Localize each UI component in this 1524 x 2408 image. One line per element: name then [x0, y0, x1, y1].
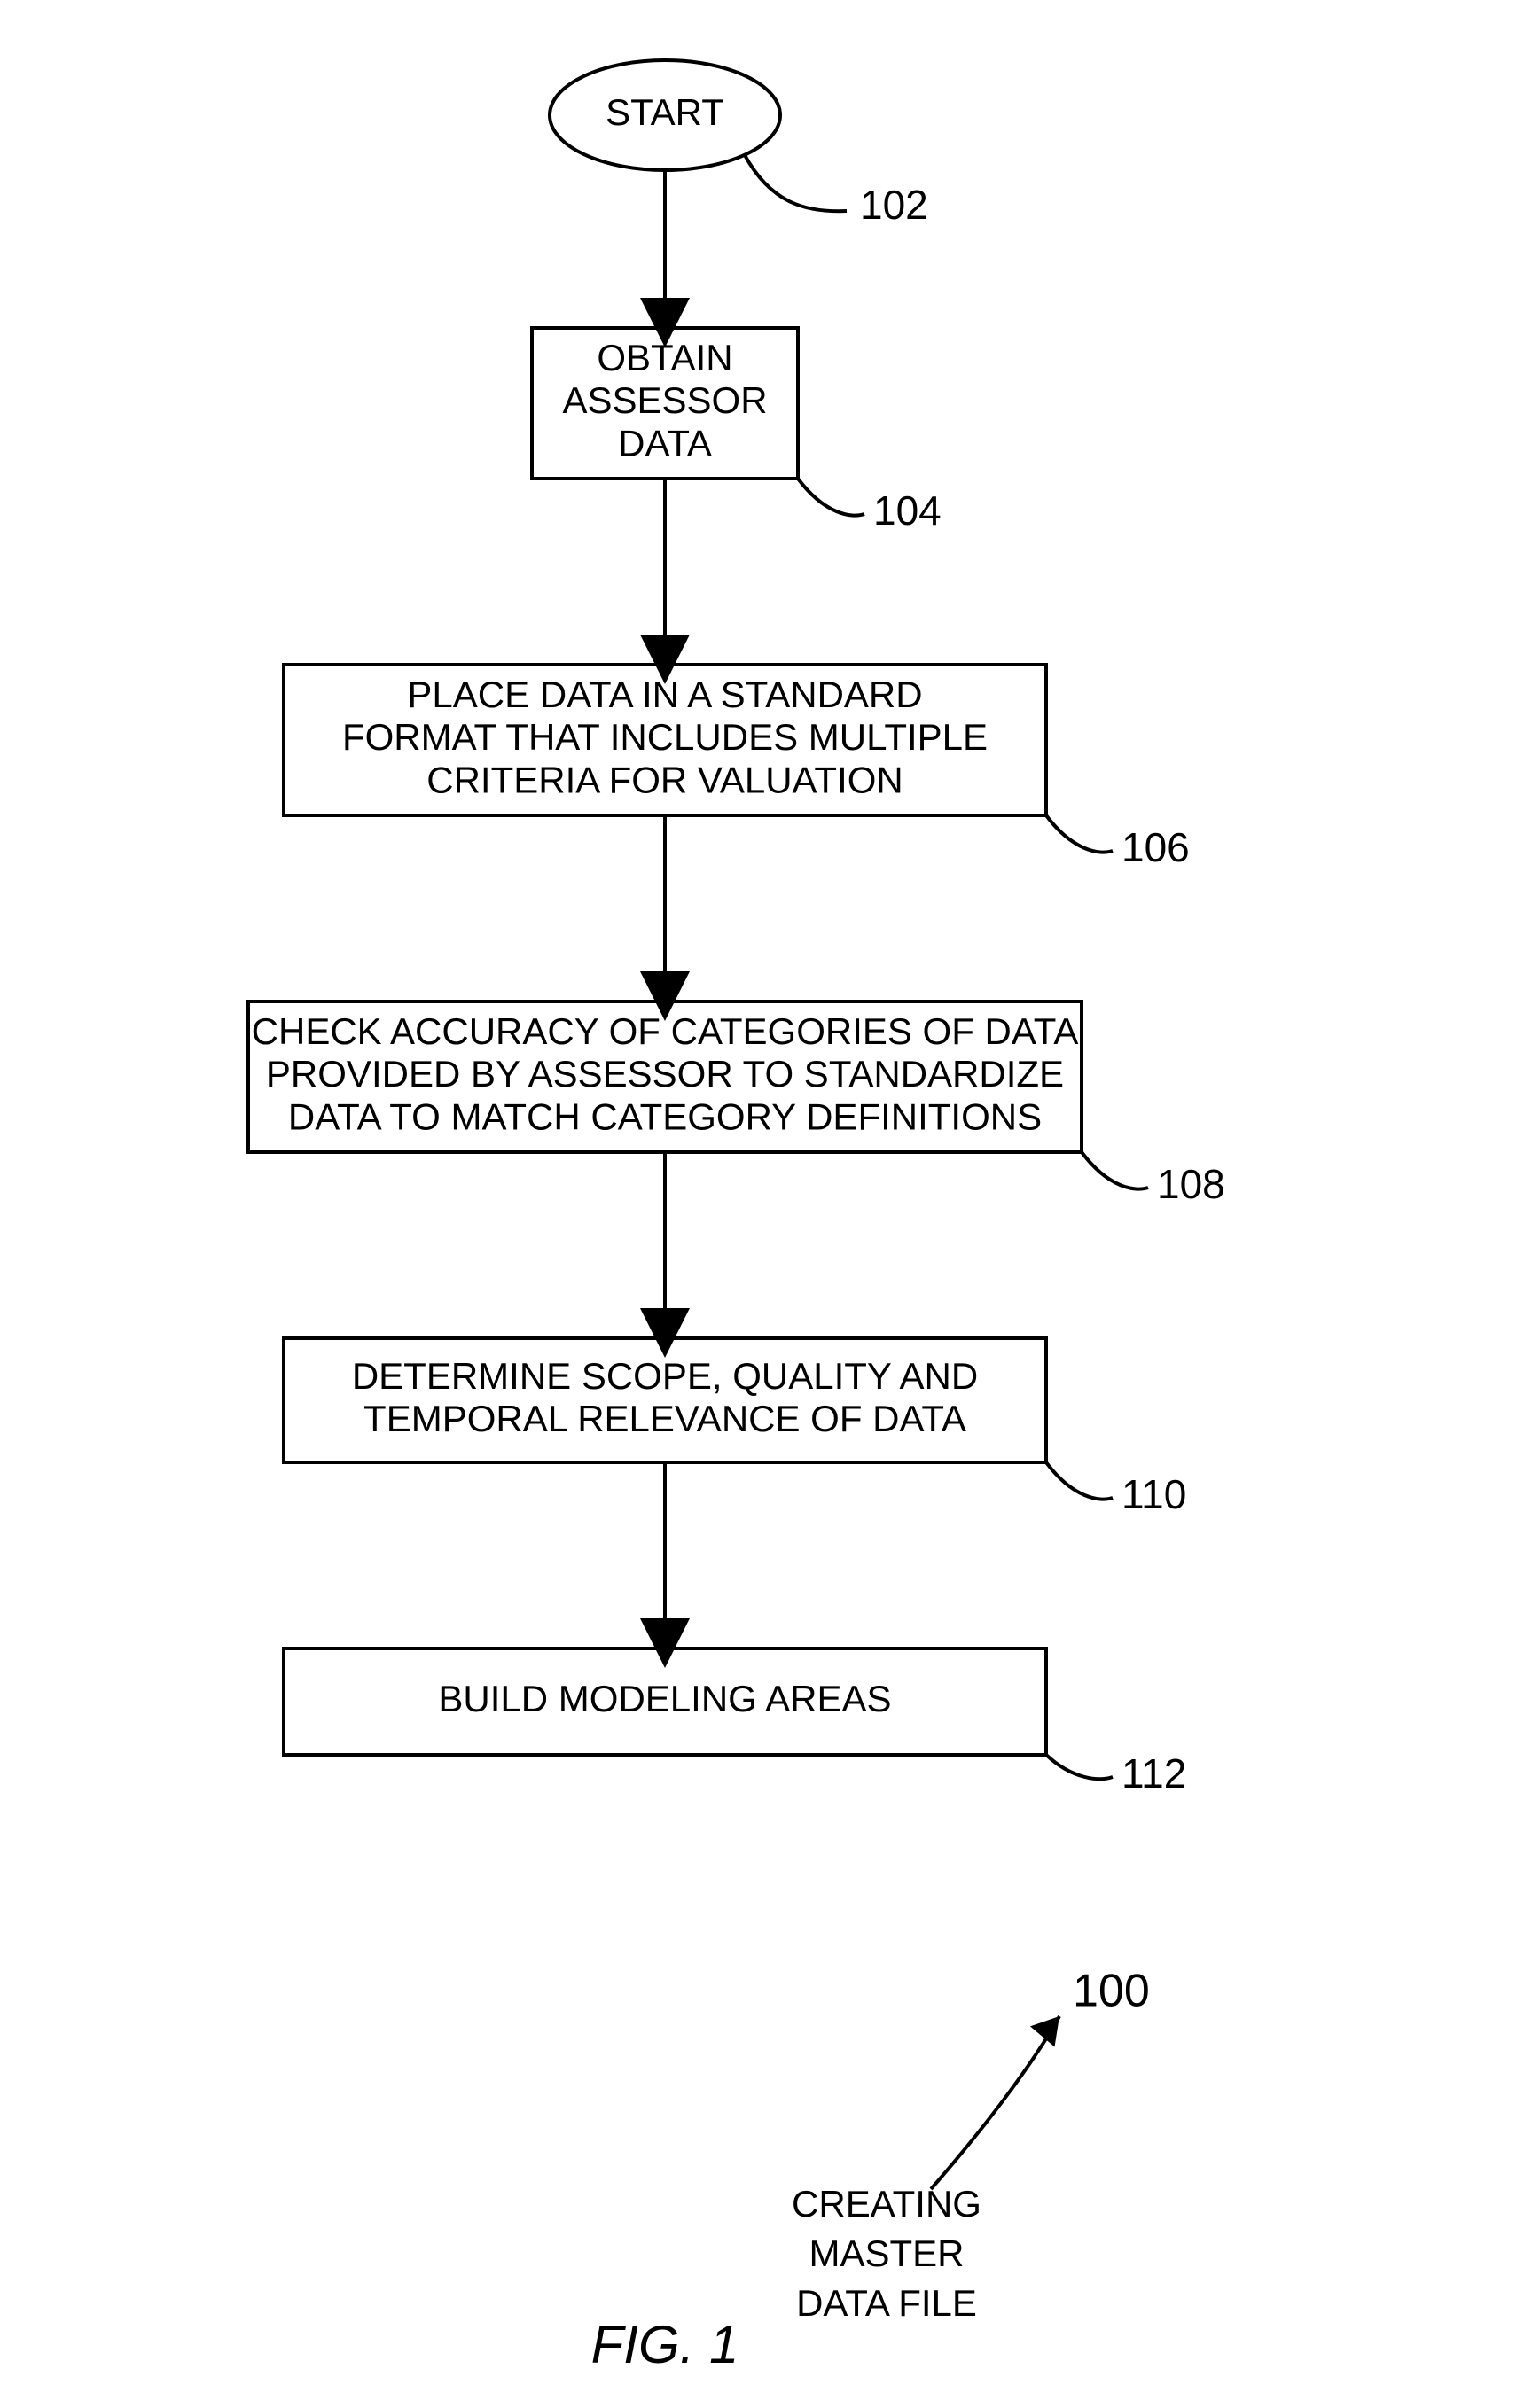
big-caption: DATA FILE — [796, 2282, 977, 2324]
node-start: START — [550, 60, 780, 170]
leader-108 — [1082, 1152, 1148, 1189]
node-start-text: START — [606, 91, 724, 133]
node-n108: CHECK ACCURACY OF CATEGORIES OF DATAPROV… — [248, 1001, 1082, 1152]
ref-label-106: 106 — [1122, 824, 1190, 870]
ref-label-112: 112 — [1122, 1750, 1186, 1796]
ref-label-110: 110 — [1122, 1471, 1186, 1517]
node-n104-text: OBTAIN — [597, 337, 732, 378]
big-leader-path — [931, 2016, 1059, 2189]
node-n110-text: DETERMINE SCOPE, QUALITY AND — [352, 1355, 978, 1397]
figure-label: FIG. 1 — [591, 2315, 739, 2374]
flowchart: START OBTAINASSESSORDATA PLACE DATA IN A S… — [0, 0, 1524, 2408]
node-n108-text: DATA TO MATCH CATEGORY DEFINITIONS — [288, 1095, 1042, 1137]
node-n104-text: DATA — [618, 422, 712, 464]
node-n110: DETERMINE SCOPE, QUALITY ANDTEMPORAL REL… — [284, 1338, 1046, 1462]
leader-110 — [1046, 1462, 1113, 1500]
node-n104-text: ASSESSOR — [562, 379, 767, 421]
leader-106 — [1046, 815, 1113, 853]
node-n104: OBTAINASSESSORDATA — [532, 328, 798, 479]
node-n112-text: BUILD MODELING AREAS — [438, 1678, 891, 1719]
leader-112 — [1046, 1755, 1113, 1779]
node-n112: BUILD MODELING AREAS — [284, 1648, 1046, 1755]
node-n106-text: FORMAT THAT INCLUDES MULTIPLE — [342, 716, 988, 758]
big-caption: CREATING — [792, 2183, 981, 2225]
ref-label-100: 100 — [1073, 1966, 1150, 2017]
node-n108-text: PROVIDED BY ASSESSOR TO STANDARDIZE — [266, 1053, 1064, 1095]
big-caption: MASTER — [809, 2233, 964, 2274]
node-n108-text: CHECK ACCURACY OF CATEGORIES OF DATA — [252, 1010, 1079, 1052]
node-n106-text: CRITERIA FOR VALUATION — [426, 759, 903, 800]
leader-102 — [745, 155, 847, 211]
node-n110-text: TEMPORAL RELEVANCE OF DATA — [363, 1398, 966, 1439]
node-n106-text: PLACE DATA IN A STANDARD — [407, 674, 922, 715]
leader-104 — [798, 479, 864, 516]
ref-label-108: 108 — [1157, 1161, 1225, 1207]
ref-label-104: 104 — [873, 487, 942, 534]
ref-label-102: 102 — [860, 182, 928, 228]
node-n106: PLACE DATA IN A STANDARDFORMAT THAT INCL… — [284, 665, 1046, 815]
